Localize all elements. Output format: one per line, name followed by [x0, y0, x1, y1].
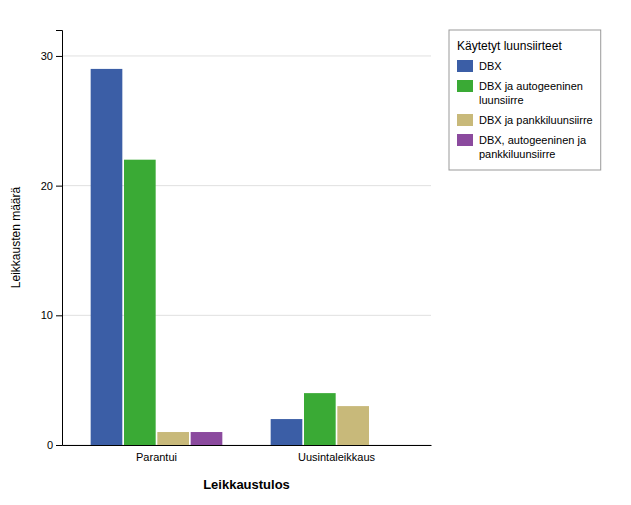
- x-axis-line: [63, 445, 432, 446]
- bar: [157, 432, 189, 445]
- y-tick-label: 10: [41, 309, 53, 321]
- x-tick-label: Parantui: [136, 451, 177, 463]
- legend-label-line: pankkiluunsiirre: [479, 148, 555, 160]
- bar: [304, 393, 336, 445]
- legend-item: DBX ja pankkiluunsiirre: [457, 114, 593, 126]
- legend-label-line: luunsiirre: [479, 94, 524, 106]
- bar: [91, 69, 123, 445]
- x-tick: Uusintaleikkaus: [298, 445, 376, 463]
- grid: [62, 56, 431, 445]
- legend-label: DBX: [479, 60, 502, 72]
- legend-item: DBX ja autogeeninen luunsiirre: [457, 80, 583, 106]
- legend-swatch: [457, 134, 473, 146]
- y-tick-mark: [56, 315, 62, 316]
- y-axis-title: Leikkausten määrä: [9, 186, 23, 288]
- y-tick-mark: [56, 56, 62, 57]
- bars: [91, 69, 369, 445]
- legend-label-line: DBX: [479, 60, 502, 72]
- legend-label: DBX, autogeeninen ja pankkiluunsiirre: [479, 134, 587, 160]
- x-tick: Parantui: [136, 445, 177, 463]
- bar-series: [191, 432, 223, 445]
- y-tick: 0: [47, 439, 62, 451]
- legend-title: Käytetyt luunsiirteet: [457, 39, 562, 53]
- legend-label-line: DBX ja autogeeninen: [479, 80, 583, 92]
- y-tick: 10: [41, 309, 62, 321]
- y-tick-mark: [56, 445, 62, 446]
- x-axis-title: Leikkaustulos: [203, 477, 290, 492]
- y-tick-mark: [56, 186, 62, 187]
- bar: [124, 160, 156, 445]
- bar: [371, 445, 403, 446]
- x-axis: Parantui Uusintaleikkaus: [63, 445, 432, 463]
- legend-item: DBX: [457, 60, 502, 72]
- bar-series: [157, 406, 369, 445]
- legend: Käytetyt luunsiirteet DBX DBX ja autogeeni…: [449, 30, 601, 170]
- grid-line: [62, 55, 431, 56]
- y-tick-label: 0: [47, 439, 53, 451]
- y-tick: 30: [41, 50, 62, 62]
- legend-swatch: [457, 114, 473, 126]
- bar: [271, 419, 303, 445]
- y-tick-label: 30: [41, 50, 53, 62]
- y-axis-line: [56, 31, 63, 446]
- bar-series: [91, 69, 303, 445]
- legend-label-line: DBX ja pankkiluunsiirre: [479, 114, 593, 126]
- bar: [191, 432, 223, 445]
- y-tick: 20: [41, 180, 62, 192]
- y-axis: 0 10 20 30: [41, 31, 63, 452]
- bar: [337, 406, 369, 445]
- legend-label: DBX ja pankkiluunsiirre: [479, 114, 593, 126]
- legend-swatch: [457, 60, 473, 72]
- y-tick-label: 20: [41, 180, 53, 192]
- plot: 0 10 20 30 Parantui Uusintaleikkaus: [41, 31, 432, 463]
- bar-series: [124, 160, 336, 445]
- x-tick-label: Uusintaleikkaus: [298, 451, 376, 463]
- chart: 0 10 20 30 Parantui Uusintaleikkaus Leikkaustu…: [0, 0, 631, 505]
- legend-frame: [449, 30, 601, 170]
- legend-item: DBX, autogeeninen ja pankkiluunsiirre: [457, 134, 587, 160]
- legend-label-line: DBX, autogeeninen ja: [479, 134, 587, 146]
- legend-label: DBX ja autogeeninen luunsiirre: [479, 80, 583, 106]
- legend-swatch: [457, 80, 473, 92]
